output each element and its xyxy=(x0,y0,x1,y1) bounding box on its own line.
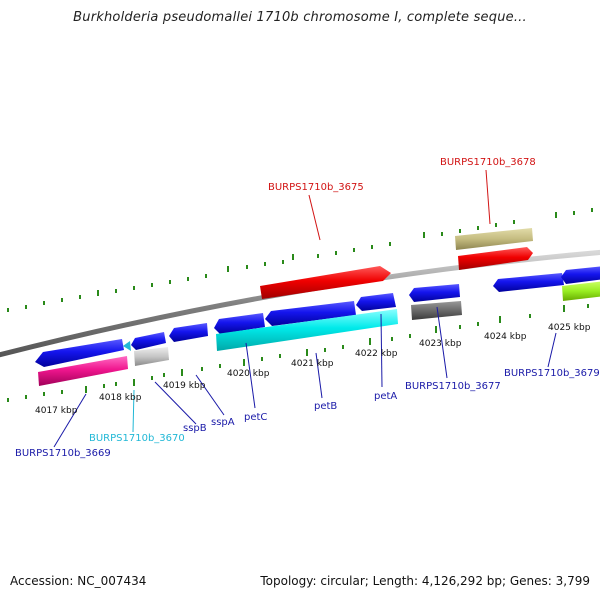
gene-label-petC[interactable]: petC xyxy=(244,412,267,423)
gene-label-BURPS1710b_3670[interactable]: BURPS1710b_3670 xyxy=(89,433,185,444)
scale-label: 4024 kbp xyxy=(484,332,527,342)
lower-tick-row xyxy=(7,304,589,402)
feature-khaki-misc[interactable] xyxy=(455,228,533,250)
scale-label: 4022 kbp xyxy=(355,349,398,359)
scale-label: 4025 kbp xyxy=(548,323,591,333)
feature-blue-4024[interactable] xyxy=(493,273,564,292)
scale-label: 4020 kbp xyxy=(227,369,270,379)
feature-blue-4025[interactable] xyxy=(561,266,600,284)
scale-label: 4019 kbp xyxy=(163,381,206,391)
gene-label-BURPS1710b_3669[interactable]: BURPS1710b_3669 xyxy=(15,448,111,459)
feature-sspA[interactable] xyxy=(169,323,208,342)
feature-petC[interactable] xyxy=(214,313,265,334)
feature-BURPS1710b_3678[interactable] xyxy=(458,247,533,270)
gene-label-BURPS1710b_3677[interactable]: BURPS1710b_3677 xyxy=(405,381,501,392)
scale-label: 4023 kbp xyxy=(419,339,462,349)
scale-labels: 4017 kbp 4018 kbp 4019 kbp 4020 kbp 4021… xyxy=(35,323,591,416)
scale-label: 4021 kbp xyxy=(291,359,334,369)
label-leader-lines xyxy=(53,169,557,448)
genome-summary-text: Topology: circular; Length: 4,126,292 bp… xyxy=(260,574,590,588)
map-title: Burkholderia pseudomallei 1710b chromoso… xyxy=(73,10,527,25)
scale-label: 4018 kbp xyxy=(99,393,142,403)
feature-lime-gene[interactable] xyxy=(562,281,600,301)
feature-sspB[interactable] xyxy=(131,332,166,350)
feature-pink-gene[interactable] xyxy=(38,356,128,386)
gene-label-BURPS1710b_3675[interactable]: BURPS1710b_3675 xyxy=(268,182,364,193)
gene-label-BURPS1710b_3679[interactable]: BURPS1710b_3679 xyxy=(504,368,600,379)
feature-BURPS1710b_3670[interactable] xyxy=(123,341,169,366)
gene-label-petB[interactable]: petB xyxy=(314,401,337,412)
feature-BURPS1710b_3675[interactable] xyxy=(260,266,391,299)
gene-label-BURPS1710b_3678[interactable]: BURPS1710b_3678 xyxy=(440,157,536,168)
feature-BURPS1710b_3669[interactable] xyxy=(35,339,124,367)
scale-label: 4017 kbp xyxy=(35,406,78,416)
feature-petB[interactable] xyxy=(265,301,356,326)
feature-BURPS1710b_3677[interactable] xyxy=(409,284,460,302)
gene-labels: BURPS1710b_3669 BURPS1710b_3670 sspB ssp… xyxy=(15,157,600,459)
feature-petA[interactable] xyxy=(356,293,396,311)
gene-label-sspB[interactable]: sspB xyxy=(183,423,207,434)
gene-label-petA[interactable]: petA xyxy=(374,391,397,402)
accession-text: Accession: NC_007434 xyxy=(10,574,147,588)
feature-cyan-gene[interactable] xyxy=(216,309,398,351)
feature-dark-gray-gene[interactable] xyxy=(411,301,462,320)
gene-label-sspA[interactable]: sspA xyxy=(211,417,235,428)
upper-tick-row xyxy=(7,208,593,312)
